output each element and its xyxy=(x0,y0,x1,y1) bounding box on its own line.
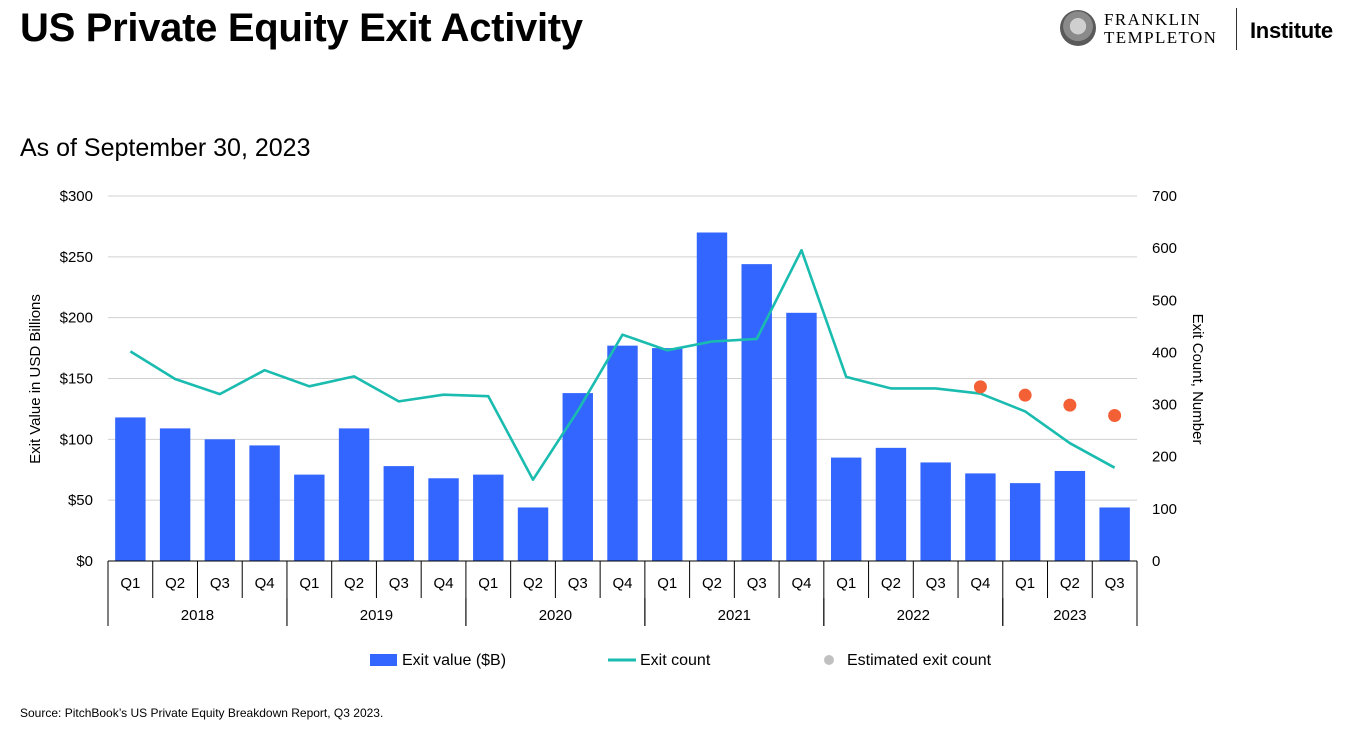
bar-exit-value xyxy=(562,393,593,561)
chart-subtitle: As of September 30, 2023 xyxy=(20,134,311,162)
line-exit-count xyxy=(129,248,1116,482)
left-tick-label: $0 xyxy=(76,553,93,570)
point-estimated-exit-count xyxy=(1063,398,1077,412)
bar-exit-value xyxy=(294,474,325,561)
bar-exit-value xyxy=(249,445,280,561)
quarter-label: Q3 xyxy=(389,575,409,592)
bar-exit-value xyxy=(696,232,728,561)
quarter-label: Q2 xyxy=(165,575,185,592)
bar-exit-value xyxy=(428,478,459,561)
quarter-label: Q4 xyxy=(791,575,811,592)
point-estimated-exit-count xyxy=(973,380,987,394)
source-note: Source: PitchBook’s US Private Equity Br… xyxy=(20,706,384,720)
right-tick-label: 200 xyxy=(1152,449,1177,466)
legend-dot-swatch-icon xyxy=(824,655,834,665)
quarter-label: Q2 xyxy=(702,575,722,592)
bar-exit-value xyxy=(652,348,683,561)
quarter-label: Q2 xyxy=(344,575,364,592)
bar-exit-value xyxy=(830,457,862,561)
right-tick-label: 400 xyxy=(1152,344,1177,361)
right-tick-label: 100 xyxy=(1152,501,1177,518)
logo-wordmark-line2: TEMPLETON xyxy=(1104,28,1218,47)
bar-exit-value xyxy=(338,428,370,561)
quarter-label: Q1 xyxy=(1015,575,1035,592)
quarter-label: Q3 xyxy=(210,575,230,592)
exit-activity-chart: $0 $50 $100 $150 $200 $250 $300 0 100 200 300 400 50… xyxy=(27,188,1206,626)
bar-exit-value xyxy=(473,474,504,561)
legend-line-swatch-icon xyxy=(608,658,636,662)
axes: $0 $50 $100 $150 $200 $250 $300 0 100 200 300 400 50… xyxy=(60,188,1177,626)
quarter-label: Q1 xyxy=(836,575,856,592)
franklin-templeton-institute-logo: FRANKLIN TEMPLETON Institute xyxy=(1058,6,1354,54)
year-label: 2018 xyxy=(181,607,214,624)
legend-estimated-exit-count: Estimated exit count xyxy=(822,651,1022,671)
point-estimated-exit-count xyxy=(1018,388,1032,402)
quarter-label: Q1 xyxy=(299,575,319,592)
left-axis-label: Exit Value in USD Billions xyxy=(27,294,44,464)
year-label: 2022 xyxy=(897,607,930,624)
legend-label-estimated-exit-count: Estimated exit count xyxy=(847,652,992,669)
year-label: 2023 xyxy=(1053,607,1086,624)
bar-exit-value xyxy=(875,447,907,561)
bar-exit-value xyxy=(786,312,817,561)
left-tick-label: $300 xyxy=(60,188,93,205)
quarter-label: Q4 xyxy=(434,575,454,592)
legend-exit-value: Exit value ($B) xyxy=(370,651,550,671)
logo-institute: Institute xyxy=(1250,18,1333,43)
right-tick-label: 0 xyxy=(1152,553,1160,570)
left-tick-label: $200 xyxy=(60,310,93,327)
right-tick-label: 500 xyxy=(1152,292,1177,309)
right-tick-label: 300 xyxy=(1152,397,1177,414)
exit-value-bars xyxy=(115,232,1130,561)
quarter-label: Q1 xyxy=(478,575,498,592)
quarter-label: Q3 xyxy=(926,575,946,592)
right-tick-label: 700 xyxy=(1152,188,1177,205)
bar-exit-value xyxy=(159,428,191,561)
quarter-label: Q4 xyxy=(970,575,990,592)
bar-exit-value xyxy=(517,507,549,561)
quarter-label: Q2 xyxy=(881,575,901,592)
legend-exit-count: Exit count xyxy=(608,651,748,671)
legend-label-exit-value: Exit value ($B) xyxy=(402,652,507,669)
right-axis-label: Exit Count, Number xyxy=(1189,314,1206,445)
quarter-label: Q4 xyxy=(612,575,632,592)
right-tick-label: 600 xyxy=(1152,240,1177,257)
bar-exit-value xyxy=(204,439,236,561)
quarter-label: Q1 xyxy=(120,575,140,592)
logo-wordmark-line1: FRANKLIN xyxy=(1104,10,1202,29)
page-title: US Private Equity Exit Activity xyxy=(20,6,583,50)
bar-exit-value xyxy=(1009,483,1041,561)
year-label: 2019 xyxy=(360,607,393,624)
left-tick-label: $50 xyxy=(68,492,93,509)
quarter-label: Q3 xyxy=(1105,575,1125,592)
quarter-label: Q2 xyxy=(1060,575,1080,592)
left-tick-label: $100 xyxy=(60,431,93,448)
bar-exit-value xyxy=(965,473,996,561)
year-label: 2021 xyxy=(718,607,751,624)
quarter-label: Q2 xyxy=(523,575,543,592)
left-tick-label: $250 xyxy=(60,249,93,266)
bar-exit-value xyxy=(1054,470,1086,561)
bar-exit-value xyxy=(115,417,146,561)
bar-exit-value xyxy=(383,466,415,561)
quarter-label: Q1 xyxy=(657,575,677,592)
quarter-label: Q4 xyxy=(255,575,275,592)
bar-exit-value xyxy=(920,462,951,561)
estimated-exit-count-points xyxy=(973,380,1122,423)
logo-divider xyxy=(1236,8,1237,50)
quarter-label: Q3 xyxy=(568,575,588,592)
point-estimated-exit-count xyxy=(1108,409,1122,423)
bar-exit-value xyxy=(741,264,772,561)
quarter-label: Q3 xyxy=(747,575,767,592)
year-label: 2020 xyxy=(539,607,572,624)
legend-bar-swatch-icon xyxy=(370,654,397,666)
bar-exit-value xyxy=(1099,507,1130,561)
portrait-seal-icon xyxy=(1060,10,1096,46)
legend-label-exit-count: Exit count xyxy=(640,652,711,669)
bar-exit-value xyxy=(607,345,638,561)
exit-count-line xyxy=(129,248,1116,482)
left-tick-label: $150 xyxy=(60,371,93,388)
